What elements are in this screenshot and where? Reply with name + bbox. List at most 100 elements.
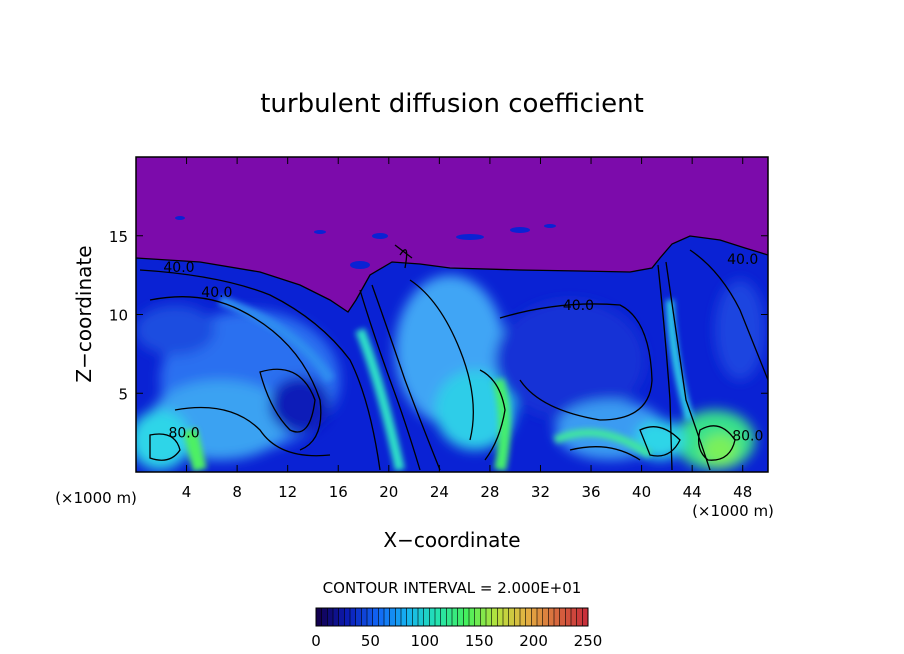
x-ticks: 4 8 12 16 20 24 28 32 36 40 44 48: [182, 157, 752, 501]
contour-label: 40.0: [727, 252, 758, 268]
colorbar-swatch: [401, 608, 408, 626]
contour-line: [665, 261, 711, 471]
contour-line: [689, 249, 768, 381]
contour-lines: [136, 235, 768, 471]
contour-line: [409, 279, 474, 441]
colorbar-swatch: [474, 608, 481, 626]
heatmap-field: [136, 157, 768, 472]
contour-line: [657, 264, 673, 471]
colorbar-tick-label: 0: [311, 632, 321, 650]
colorbar-tick-label: 100: [410, 632, 439, 650]
x-tick-label: 32: [531, 483, 550, 501]
contour-label: 80.0: [732, 429, 763, 445]
x-tick-label: 4: [182, 483, 192, 501]
contour-line: [259, 368, 316, 433]
colorbar-swatch: [520, 608, 527, 626]
contour-line: [639, 426, 681, 457]
y-ticks: 5 10 15: [109, 228, 768, 403]
colorbar-swatch: [446, 608, 453, 626]
colorbar-swatch: [576, 608, 583, 626]
contour-line: [174, 406, 331, 457]
colorbar-swatch: [571, 608, 578, 626]
contour-line: [136, 235, 768, 313]
contour-line: [499, 303, 653, 421]
contour-interval-label: CONTOUR INTERVAL = 2.000E+01: [323, 579, 582, 597]
colorbar-swatch: [316, 608, 323, 626]
colorbar-tick-label: 150: [465, 632, 494, 650]
wisp: [314, 230, 326, 234]
x-unit-right: (×1000 m): [692, 502, 774, 520]
contour-line: [149, 433, 181, 461]
colorbar-swatch: [565, 608, 572, 626]
colorbar-swatch: [372, 608, 379, 626]
wisp: [510, 227, 530, 233]
colorbar-swatch: [333, 608, 340, 626]
colorbar-swatch: [367, 608, 374, 626]
colorbar-swatch: [503, 608, 510, 626]
field-blob: [270, 377, 330, 433]
field-band: [492, 378, 511, 472]
wisp: [456, 234, 484, 240]
colorbar-swatch: [350, 608, 357, 626]
x-tick-label: 40: [632, 483, 651, 501]
colorbar-frame: [315, 607, 589, 627]
colorbar-swatch: [531, 608, 538, 626]
colorbar-swatch: [338, 608, 345, 626]
colorbar-tick-label: 250: [574, 632, 603, 650]
field-blob: [715, 280, 765, 380]
contour-line: [139, 269, 381, 471]
x-tick-label: 8: [232, 483, 242, 501]
colorbar-swatch: [327, 608, 334, 626]
y-tick-label: 5: [118, 385, 128, 403]
colorbar-swatch: [548, 608, 555, 626]
colorbar-swatch: [514, 608, 521, 626]
wisp: [175, 216, 185, 220]
x-tick-label: 28: [480, 483, 499, 501]
contour-line: [394, 244, 413, 269]
wisp: [350, 261, 370, 269]
x-tick-label: 20: [379, 483, 398, 501]
y-axis-label: Z−coordinate: [72, 245, 96, 382]
contour-label: 80.0: [168, 425, 199, 441]
field-band: [355, 328, 405, 472]
colorbar-swatch: [525, 608, 532, 626]
colorbar-swatch: [406, 608, 413, 626]
colorbar-tick-label: 50: [361, 632, 380, 650]
colorbar-swatch: [361, 608, 368, 626]
colorbar-swatch: [554, 608, 561, 626]
x-tick-label: 16: [329, 483, 348, 501]
contour-label: 40.0: [563, 298, 594, 314]
wisp: [372, 233, 388, 239]
colorbar-swatch: [429, 608, 436, 626]
colorbar-swatch: [355, 608, 362, 626]
y-tick-label: 10: [109, 307, 128, 325]
colorbar-swatch: [463, 608, 470, 626]
contour-line: [569, 446, 641, 461]
colorbar-swatch: [378, 608, 385, 626]
chart-title: turbulent diffusion coefficient: [260, 89, 644, 119]
y-tick-label: 15: [109, 228, 128, 246]
x-tick-label: 12: [278, 483, 297, 501]
colorbar-swatch: [344, 608, 351, 626]
x-unit-left: (×1000 m): [55, 489, 137, 507]
colorbar-swatch: [384, 608, 391, 626]
colorbar: [315, 607, 589, 627]
field-band: [553, 428, 653, 459]
colorbar-swatch: [389, 608, 396, 626]
contour-label: 40.0: [201, 285, 232, 301]
field-blob: [495, 300, 645, 420]
contour-line: [359, 289, 421, 471]
colorbar-swatch: [486, 608, 493, 626]
field-band: [666, 299, 694, 422]
x-axis-label: X−coordinate: [383, 528, 520, 552]
contour-line: [697, 425, 736, 461]
colorbar-ticks: 0 50 100 150 200 250: [311, 632, 602, 650]
colorbar-swatch: [537, 608, 544, 626]
colorbar-swatch: [435, 608, 442, 626]
colorbar-swatch: [321, 608, 328, 626]
field-blob: [702, 434, 738, 466]
colorbar-swatch: [491, 608, 498, 626]
colorbar-swatch: [559, 608, 566, 626]
colorbar-tick-label: 200: [519, 632, 548, 650]
x-tick-label: 24: [430, 483, 449, 501]
